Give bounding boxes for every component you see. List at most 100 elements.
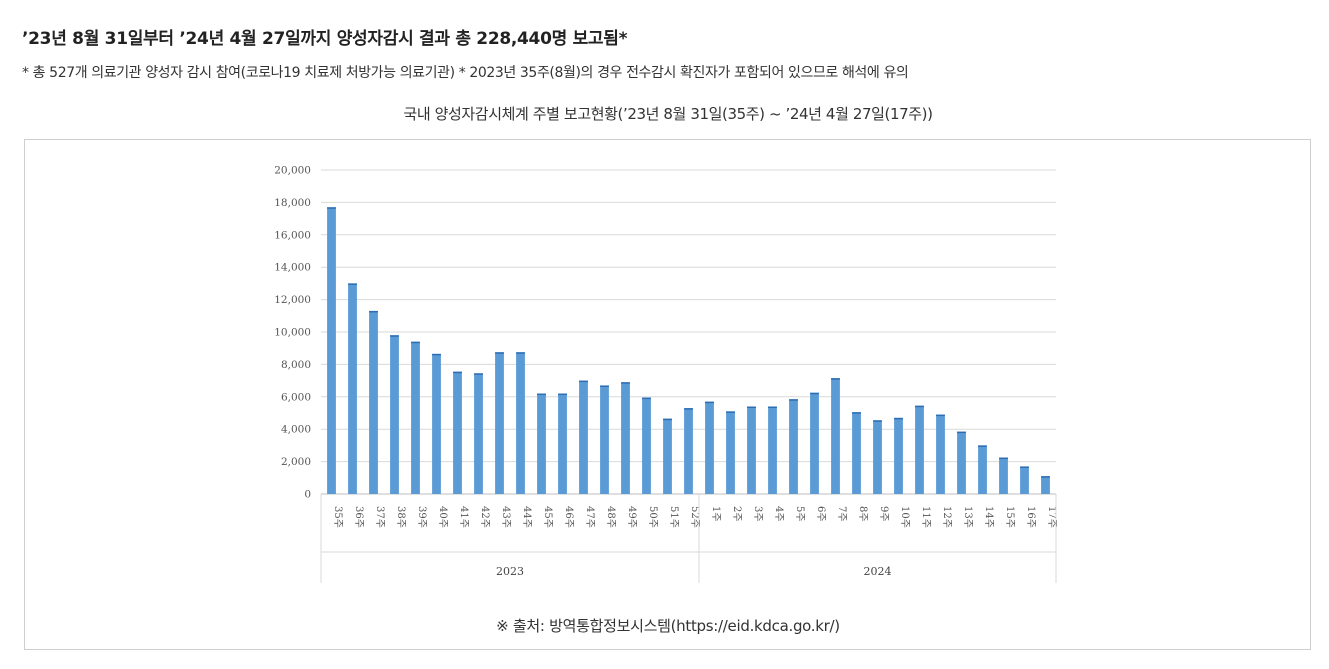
bar: [789, 399, 798, 494]
bar: [978, 445, 987, 494]
gridlines: [321, 169, 1056, 495]
x-tick-label: 1주: [710, 506, 721, 522]
x-tick-label: 40주: [437, 506, 448, 528]
bar-cap: [621, 382, 630, 384]
bar: [936, 414, 945, 494]
x-tick-label: 11주: [920, 506, 931, 528]
bar-cap: [369, 310, 378, 313]
x-tick-label: 5주: [794, 506, 805, 522]
bar-cap: [873, 420, 882, 422]
bar-cap: [705, 401, 714, 404]
x-tick-label: 46주: [563, 506, 574, 528]
bars: [327, 207, 1050, 494]
bar: [726, 411, 735, 494]
x-tick-label: 3주: [752, 506, 763, 522]
bar: [915, 405, 924, 494]
bar: [390, 335, 399, 494]
x-axis: 35주 36주 37주 38주 39주 40주 41주 42주 43주 44주 45주 46주 47주 4…: [320, 494, 1057, 583]
bar-cap: [663, 418, 672, 421]
x-tick-label: 43주: [500, 506, 511, 528]
bar: [810, 392, 819, 494]
bar-cap: [1041, 476, 1050, 478]
bar-cap: [747, 406, 756, 409]
bar: [642, 397, 651, 494]
bar: [1020, 466, 1029, 494]
bar-cap: [894, 417, 903, 420]
x-tick-label: 50주: [647, 506, 658, 528]
y-tick-label: 6,000: [281, 391, 311, 403]
bar: [453, 371, 462, 494]
x-tick-label: 47주: [584, 506, 595, 528]
x-tick-label: 41주: [458, 506, 469, 528]
bar-cap: [642, 397, 651, 400]
bar: [999, 457, 1008, 494]
x-tick-label: 12주: [941, 506, 952, 528]
x-tick-label: 8주: [857, 506, 868, 522]
bar: [516, 352, 525, 494]
x-tick-label: 13주: [962, 506, 973, 528]
bar: [1041, 476, 1050, 494]
bar-cap: [411, 341, 420, 344]
bar: [495, 352, 504, 494]
bar: [705, 401, 714, 494]
bar-cap: [1020, 466, 1029, 468]
x-tick-label: 49주: [626, 506, 637, 528]
bar: [348, 283, 357, 494]
x-tick-label: 48주: [605, 506, 616, 528]
x-tick-label: 17주: [1046, 506, 1057, 528]
group-label: 2024: [864, 565, 892, 578]
bar: [432, 353, 441, 494]
bar: [852, 412, 861, 494]
bar-cap: [348, 283, 357, 285]
bar-cap: [516, 352, 525, 354]
bar-cap: [831, 378, 840, 380]
y-tick-label: 18,000: [274, 197, 311, 209]
x-tick-label: 44주: [521, 506, 532, 528]
y-tick-label: 0: [304, 489, 311, 501]
chart-title: 국내 양성자감시체계 주별 보고현황(’23년 8월 31일(35주) ~ ’2…: [403, 105, 933, 123]
bar-cap: [558, 393, 567, 396]
x-tick-label: 37주: [374, 506, 385, 528]
x-tick-label: 36주: [353, 506, 364, 528]
y-axis-labels: 0 2,000 4,000 6,000 8,000 10,000 12,000 14,000 1…: [274, 165, 311, 501]
headline: ’23년 8월 31일부터 ’24년 4월 27일까지 양성자감시 결과 총 2…: [22, 29, 628, 49]
bar-cap: [726, 411, 735, 413]
y-tick-label: 2,000: [281, 456, 311, 468]
y-tick-label: 20,000: [274, 165, 311, 177]
chart-frame: [24, 139, 1311, 650]
bar: [894, 417, 903, 494]
bar: [579, 380, 588, 494]
bar: [957, 431, 966, 494]
y-tick-label: 10,000: [274, 327, 311, 339]
bar-cap: [852, 412, 861, 414]
bar: [684, 408, 693, 494]
bar-cap: [915, 405, 924, 408]
x-tick-label: 4주: [773, 506, 784, 522]
footnote: * 총 527개 의료기관 양성자 감시 참여(코로나19 치료제 처방가능 의…: [22, 65, 909, 81]
x-tick-label: 42주: [479, 506, 490, 528]
x-tick-label: 35주: [332, 506, 343, 528]
bar-cap: [537, 393, 546, 396]
bar-cap: [789, 399, 798, 401]
bar-cap: [327, 207, 336, 209]
bar-cap: [495, 352, 504, 354]
bar: [474, 373, 483, 494]
bar: [411, 341, 420, 494]
y-tick-label: 16,000: [274, 229, 311, 241]
bar-cap: [936, 414, 945, 417]
bar-cap: [999, 457, 1008, 460]
bar-cap: [579, 380, 588, 383]
bar-cap: [768, 406, 777, 409]
bar-cap: [453, 371, 462, 374]
bar-cap: [600, 385, 609, 387]
bar-cap: [684, 408, 693, 410]
bar-cap: [810, 392, 819, 395]
x-tick-label: 6주: [815, 506, 826, 522]
x-tick-label: 14주: [983, 506, 994, 528]
bar-cap: [474, 373, 483, 375]
source-note: ※ 출처: 방역통합정보시스템(https://eid.kdca.go.kr/): [496, 617, 840, 635]
group-label: 2023: [496, 565, 524, 578]
bar: [327, 207, 336, 494]
x-tick-label: 9주: [878, 506, 889, 522]
bar: [768, 406, 777, 494]
